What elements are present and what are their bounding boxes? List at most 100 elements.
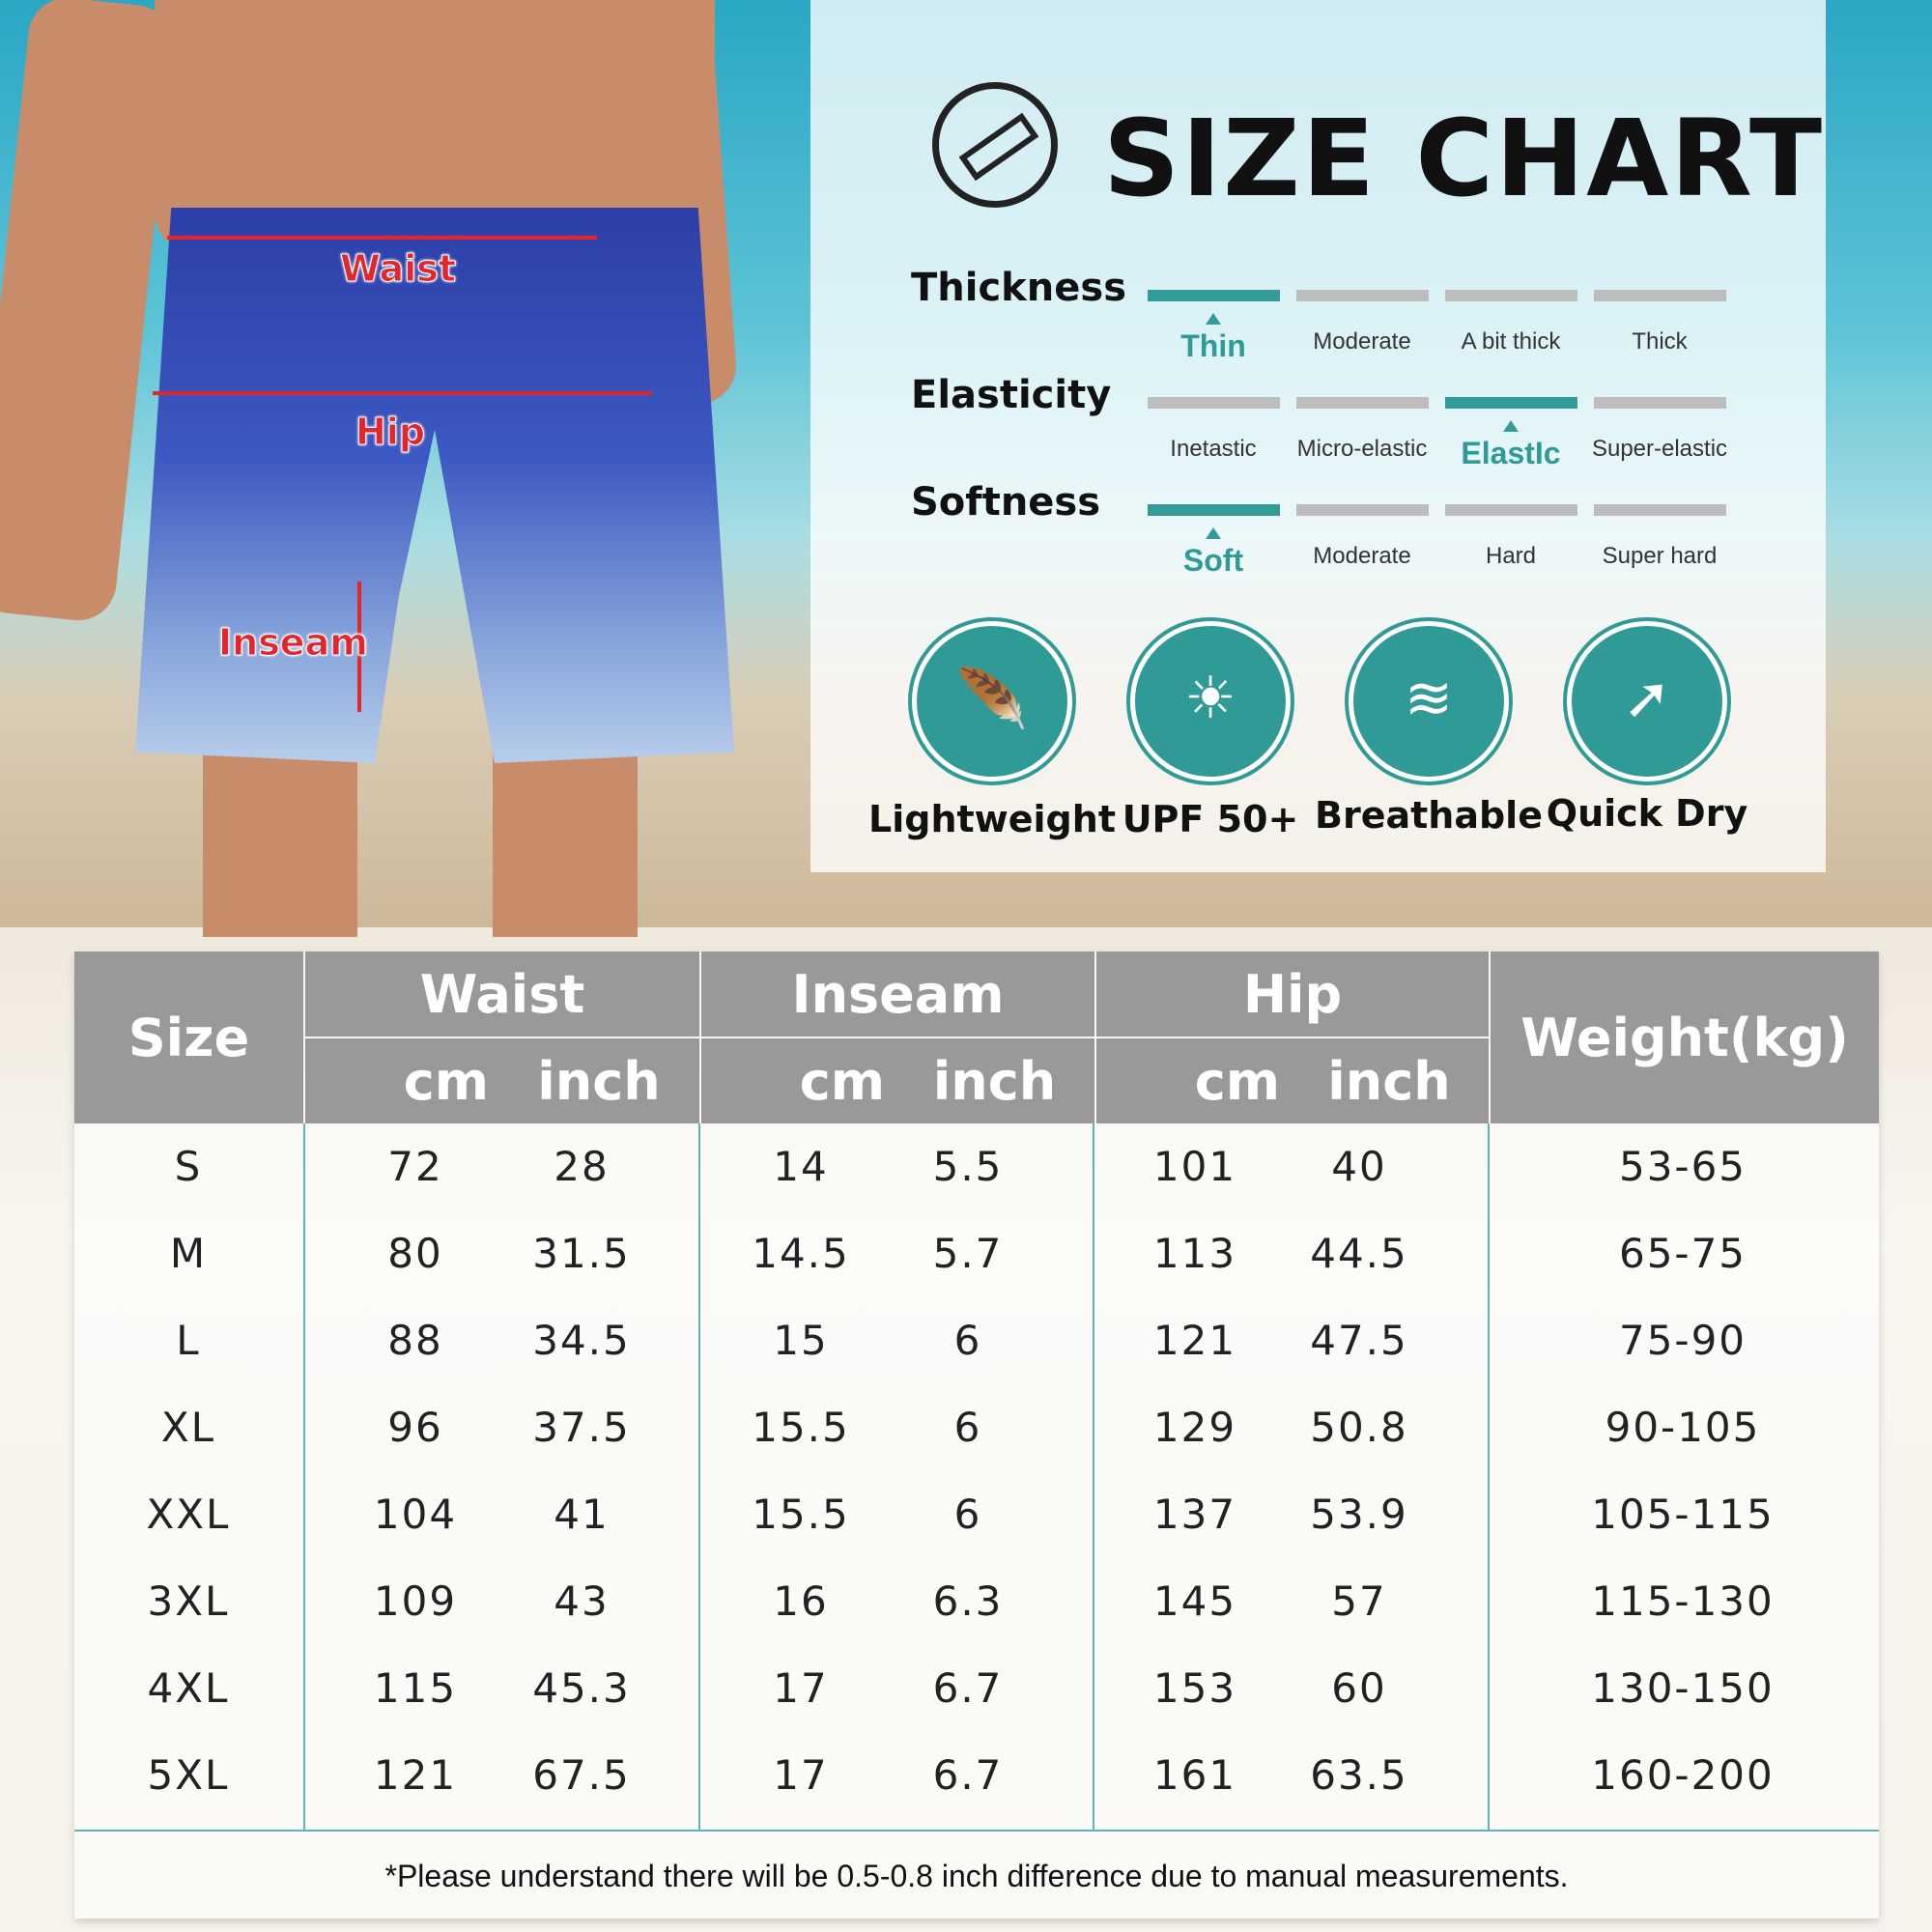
table-cell: 88 <box>387 1317 443 1364</box>
hip-label: Hip <box>355 411 426 454</box>
table-cell: 40 <box>1331 1143 1387 1190</box>
table-cell: 6.7 <box>932 1664 1004 1712</box>
table-cell: 115-130 <box>1591 1577 1775 1625</box>
table-cell: 90-105 <box>1605 1404 1761 1451</box>
attribute-label: Thickness <box>911 266 1127 310</box>
header-size: Size <box>74 952 303 1123</box>
table-cell: 41 <box>554 1491 610 1538</box>
table-cell: 104 <box>373 1491 458 1538</box>
table-cell: 105-115 <box>1591 1491 1775 1538</box>
level-option: Super hard <box>1602 543 1718 569</box>
selected-indicator-icon <box>1206 313 1221 325</box>
level-option: Thin <box>1180 328 1246 363</box>
table-cell: 109 <box>373 1577 458 1625</box>
table-cell: 115 <box>373 1664 458 1712</box>
level-option: Moderate <box>1313 328 1411 355</box>
level-option: Super-elastic <box>1591 436 1728 462</box>
feature-label: Lightweight <box>868 798 1116 840</box>
divider <box>1488 1123 1490 1830</box>
table-cell: 53.9 <box>1310 1491 1408 1538</box>
level-bar <box>1148 397 1280 409</box>
table-cell: 3XL <box>147 1577 230 1625</box>
feature-label: UPF 50+ <box>1122 798 1299 840</box>
feature-label: Quick Dry <box>1546 792 1748 835</box>
table-cell: 53-65 <box>1618 1143 1747 1190</box>
level-option: A bit thick <box>1461 328 1561 355</box>
header-cm: cm <box>1096 1038 1290 1123</box>
waist-line <box>167 236 597 240</box>
table-cell: 6 <box>953 1491 982 1538</box>
table-cell: 44.5 <box>1310 1230 1408 1277</box>
attribute-label: Softness <box>911 480 1101 525</box>
attribute-label: Elasticity <box>911 373 1112 417</box>
quick-dry-icon: ➚ <box>1567 621 1727 781</box>
table-cell: 17 <box>773 1664 829 1712</box>
table-cell: 15 <box>773 1317 829 1364</box>
level-bar <box>1296 504 1429 516</box>
table-cell: 45.3 <box>532 1664 631 1712</box>
table-cell: 65-75 <box>1618 1230 1747 1277</box>
table-cell: 4XL <box>147 1664 230 1712</box>
header-inch: inch <box>498 1038 699 1123</box>
table-cell: M <box>169 1230 208 1277</box>
table-cell: 14.5 <box>752 1230 850 1277</box>
table-cell: XXL <box>146 1491 231 1538</box>
table-cell: 50.8 <box>1310 1404 1408 1451</box>
table-cell: 60 <box>1331 1664 1387 1712</box>
table-cell: 96 <box>387 1404 443 1451</box>
table-cell: 153 <box>1152 1664 1237 1712</box>
table-cell: L <box>176 1317 201 1364</box>
divider <box>74 1830 1879 1832</box>
level-option: Inetastic <box>1170 436 1257 462</box>
table-cell: 121 <box>1152 1317 1237 1364</box>
table-cell: 6 <box>953 1404 982 1451</box>
table-cell: 72 <box>387 1143 443 1190</box>
level-bar <box>1148 290 1280 301</box>
measurement-note: *Please understand there will be 0.5-0.8… <box>384 1859 1569 1893</box>
level-bar <box>1445 397 1577 409</box>
inseam-label: Inseam <box>218 621 369 665</box>
table-cell: 15.5 <box>752 1404 850 1451</box>
header-inch: inch <box>1290 1038 1489 1123</box>
table-cell: 160-200 <box>1591 1751 1775 1799</box>
table-cell: 63.5 <box>1310 1751 1408 1799</box>
airflow-icon: ≋ <box>1349 621 1509 781</box>
level-option: Soft <box>1182 543 1244 578</box>
header-weight: Weight(kg) <box>1491 952 1879 1123</box>
table-cell: 37.5 <box>532 1404 631 1451</box>
level-bar <box>1594 504 1726 516</box>
level-option: Moderate <box>1313 543 1411 569</box>
header-waist: Waist <box>305 952 699 1037</box>
table-cell: 80 <box>387 1230 443 1277</box>
header-inseam: Inseam <box>701 952 1094 1037</box>
table-cell: 129 <box>1152 1404 1237 1451</box>
table-cell: 14 <box>773 1143 829 1190</box>
table-cell: 31.5 <box>532 1230 631 1277</box>
table-cell: 6.3 <box>932 1577 1004 1625</box>
level-option: ElastIc <box>1461 436 1561 470</box>
table-cell: 75-90 <box>1618 1317 1747 1364</box>
level-bar <box>1296 397 1429 409</box>
waist-label: Waist <box>339 247 457 291</box>
ruler-icon <box>932 82 1058 208</box>
table-cell: 5XL <box>147 1751 230 1799</box>
page-title: SIZE CHART <box>1103 97 1825 220</box>
table-cell: 130-150 <box>1591 1664 1775 1712</box>
table-cell: 101 <box>1152 1143 1237 1190</box>
table-cell: 121 <box>373 1751 458 1799</box>
header-inch: inch <box>895 1038 1094 1123</box>
table-cell: S <box>174 1143 203 1190</box>
table-cell: 34.5 <box>532 1317 631 1364</box>
hip-line <box>153 391 652 395</box>
table-cell: 67.5 <box>532 1751 631 1799</box>
table-cell: 17 <box>773 1751 829 1799</box>
table-cell: 137 <box>1152 1491 1237 1538</box>
table-cell: XL <box>160 1404 216 1451</box>
size-table: Size Waist Inseam Hip Weight(kg) cm inch c… <box>74 952 1879 1918</box>
level-bar <box>1445 504 1577 516</box>
header-cm: cm <box>305 1038 498 1123</box>
level-bar <box>1445 290 1577 301</box>
table-cell: 43 <box>554 1577 610 1625</box>
table-cell: 5.7 <box>932 1230 1004 1277</box>
table-cell: 28 <box>554 1143 610 1190</box>
